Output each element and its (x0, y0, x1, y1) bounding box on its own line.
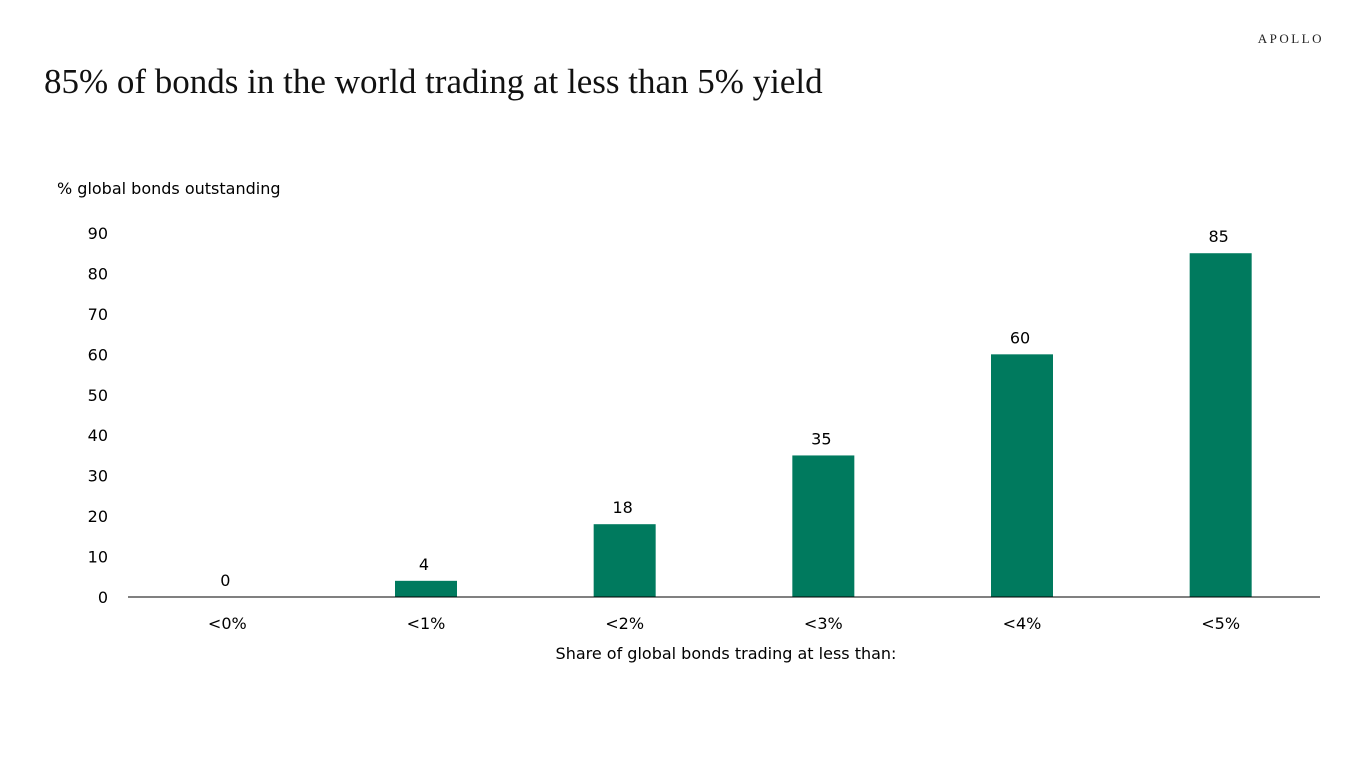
y-tick-label: 80 (88, 264, 108, 283)
data-label: 0 (220, 571, 230, 590)
data-label: 4 (419, 555, 429, 574)
y-tick-label: 30 (88, 467, 108, 486)
y-tick-label: 0 (98, 588, 108, 607)
bar (991, 354, 1053, 597)
data-label: 18 (612, 498, 632, 517)
y-tick-label: 70 (88, 305, 108, 324)
y-tick-label: 50 (88, 386, 108, 405)
data-label: 85 (1208, 227, 1228, 246)
x-tick-label: <0% (208, 614, 247, 633)
y-axis-label: % global bonds outstanding (57, 179, 281, 198)
data-label: 35 (811, 429, 831, 448)
x-tick-label: <3% (804, 614, 843, 633)
bar (792, 455, 855, 597)
x-tick-label: <2% (605, 614, 644, 633)
y-tick-label: 60 (88, 345, 108, 364)
bar (593, 524, 656, 597)
y-tick-label: 90 (88, 224, 108, 243)
page-title: 85% of bonds in the world trading at les… (44, 62, 823, 101)
x-axis-label: Share of global bonds trading at less th… (556, 644, 897, 663)
bar (395, 580, 457, 597)
y-tick-label: 20 (88, 507, 108, 526)
x-tick-label: <1% (407, 614, 446, 633)
y-tick-label: 10 (88, 548, 108, 567)
x-tick-label: <4% (1003, 614, 1042, 633)
y-tick-label: 40 (88, 426, 108, 445)
apollo-logo: APOLLO (1257, 31, 1324, 46)
bar (1189, 253, 1252, 597)
data-label: 60 (1010, 328, 1030, 347)
x-tick-label: <5% (1201, 614, 1240, 633)
